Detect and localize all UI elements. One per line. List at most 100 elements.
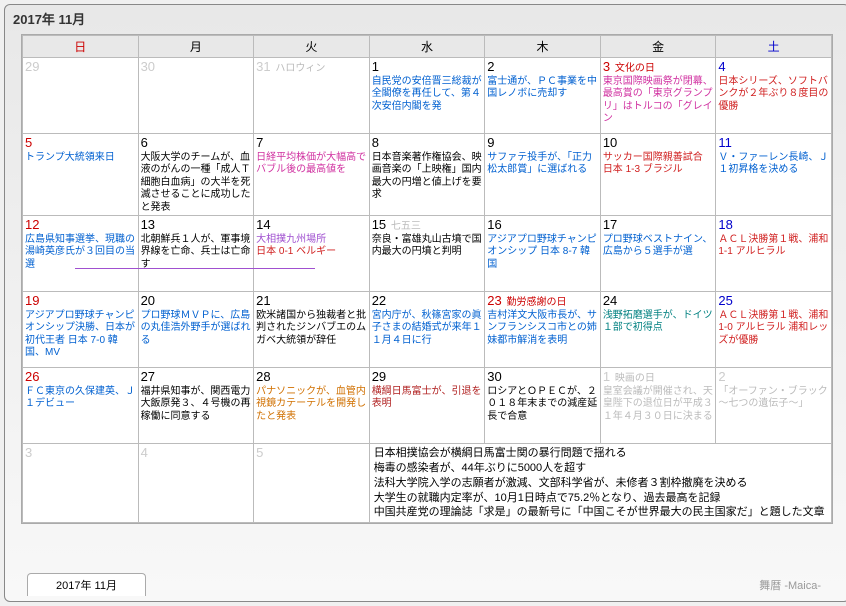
day-cell[interactable]: 2富士通が、ＰＣ事業を中国レノボに売却す: [485, 58, 601, 134]
day-cell[interactable]: 5トランプ大統領来日: [23, 134, 139, 216]
day-cell[interactable]: 23 勤労感謝の日吉村洋文大阪市長が、サンフランシスコ市との姉妹都市解消を表明: [485, 292, 601, 368]
day-cell[interactable]: 21欧米諸国から独裁者と批判されたジンバブエのムガベ大統領が辞任: [254, 292, 370, 368]
event-text: ＦＣ東京の久保建英、Ｊ１デビュー: [25, 386, 136, 411]
day-cell[interactable]: 29: [23, 58, 139, 134]
window-title: 2017年 11月: [5, 5, 846, 32]
day-cell[interactable]: 10サッカー国際親善試合 日本 1-3 ブラジル: [600, 134, 716, 216]
day-cell[interactable]: 25ＡＣＬ決勝第１戦、浦和 1-0 アルヒラル 浦和レッズが優勝: [716, 292, 832, 368]
month-tab[interactable]: 2017年 11月: [27, 573, 146, 596]
event-text: 浅野拓磨選手が、ドイツ１部で初得点: [603, 310, 714, 335]
day-number: 27: [141, 369, 155, 385]
day-number: 3: [25, 445, 32, 461]
event-text: プロ野球ベストナイン、広島から５選手が選: [603, 234, 714, 259]
day-number: 19: [25, 293, 39, 309]
minor-label: ハロウィン: [273, 63, 326, 74]
event-text: 北朝鮮兵１人が、軍事境界線を亡命、兵士は亡命す: [141, 234, 252, 272]
day-number: 28: [256, 369, 270, 385]
day-number: 26: [25, 369, 39, 385]
day-cell[interactable]: 11Ｖ・ファーレン長崎、Ｊ１初昇格を決める: [716, 134, 832, 216]
day-number: 16: [487, 217, 501, 233]
day-cell[interactable]: 14大相撲九州場所日本 0-1 ベルギー: [254, 216, 370, 292]
dow-header: 水: [369, 36, 485, 58]
dow-header: 土: [716, 36, 832, 58]
event-text: 大阪大学のチームが、血液のがんの一種「成人Ｔ細胞白血病」の大半を死滅させることに…: [141, 152, 252, 215]
event-text: Ｖ・ファーレン長崎、Ｊ１初昇格を決める: [718, 152, 829, 177]
day-number: 3: [603, 59, 610, 75]
event-text: パナソニックが、血管内視鏡カテーテルを開発したと発表: [256, 386, 367, 424]
day-cell[interactable]: 8日本音楽著作権協会、映画音楽の「上映権」国内最大の円増と値上げを要求: [369, 134, 485, 216]
day-cell[interactable]: 17プロ野球ベストナイン、広島から５選手が選: [600, 216, 716, 292]
day-number: 30: [487, 369, 501, 385]
event-text: 皇室会議が開催され、天皇陛下の退位日が平成３１年４月３０日に決まる: [603, 386, 714, 424]
day-cell[interactable]: 24浅野拓磨選手が、ドイツ１部で初得点: [600, 292, 716, 368]
day-number: 25: [718, 293, 732, 309]
dow-header: 日: [23, 36, 139, 58]
minor-label: 映画の日: [612, 373, 655, 384]
event-text: アジアプロ野球チャンピオンシップ 日本 8-7 韓国: [487, 234, 598, 272]
day-cell[interactable]: 4日本シリーズ、ソフトバンクが２年ぶり８度目の優勝: [716, 58, 832, 134]
day-cell[interactable]: 13北朝鮮兵１人が、軍事境界線を亡命、兵士は亡命す: [138, 216, 254, 292]
day-cell[interactable]: 5: [254, 444, 370, 523]
day-number: 7: [256, 135, 263, 151]
day-cell[interactable]: 3 文化の日東京国際映画祭が閉幕、最高賞の「東京グランプリ」はトルコの「グレイン: [600, 58, 716, 134]
day-number: 1: [603, 369, 610, 385]
event-text: 奈良・富雄丸山古墳で国内最大の円墳と判明: [372, 234, 483, 259]
day-cell[interactable]: 3: [23, 444, 139, 523]
day-cell[interactable]: 20プロ野球ＭＶＰに、広島の丸佳浩外野手が選ばれる: [138, 292, 254, 368]
day-cell[interactable]: 30ロシアとＯＰＥＣが、２０１８年末までの減産延長で合意: [485, 368, 601, 444]
calendar-table: 日月火水木金土 293031 ハロウィン1自民党の安倍晋三総裁が全閣僚を再任して…: [22, 35, 832, 523]
day-cell[interactable]: 30: [138, 58, 254, 134]
event-text: サファテ投手が、「正力松太郎賞」に選ばれる: [487, 152, 598, 177]
day-cell[interactable]: 4: [138, 444, 254, 523]
day-cell[interactable]: 26ＦＣ東京の久保建英、Ｊ１デビュー: [23, 368, 139, 444]
day-cell[interactable]: 12広島県知事選挙、現職の湯崎英彦氏が３回目の当選: [23, 216, 139, 292]
day-cell[interactable]: 31 ハロウィン: [254, 58, 370, 134]
day-cell[interactable]: 27福井県知事が、関西電力大飯原発３、４号機の再稼働に同意する: [138, 368, 254, 444]
calendar-window: 2017年 11月 日月火水木金土 293031 ハロウィン1自民党の安倍晋三総…: [4, 4, 846, 602]
dow-header: 月: [138, 36, 254, 58]
day-number: 29: [372, 369, 386, 385]
day-cell[interactable]: 22宮内庁が、秋篠宮家の眞子さまの結婚式が来年１１月４日に行: [369, 292, 485, 368]
day-cell[interactable]: 15 七五三奈良・富雄丸山古墳で国内最大の円墳と判明: [369, 216, 485, 292]
day-number: 5: [25, 135, 32, 151]
day-cell[interactable]: 1自民党の安倍晋三総裁が全閣僚を再任して、第４次安倍内閣を発: [369, 58, 485, 134]
annotation-line: [75, 268, 315, 269]
day-cell[interactable]: 9サファテ投手が、「正力松太郎賞」に選ばれる: [485, 134, 601, 216]
holiday-name: 勤労感謝の日: [504, 297, 567, 308]
day-cell[interactable]: 16アジアプロ野球チャンピオンシップ 日本 8-7 韓国: [485, 216, 601, 292]
event-text: 吉村洋文大阪市長が、サンフランシスコ市との姉妹都市解消を表明: [487, 310, 598, 348]
calendar: 日月火水木金土 293031 ハロウィン1自民党の安倍晋三総裁が全閣僚を再任して…: [21, 34, 833, 524]
day-cell[interactable]: 6大阪大学のチームが、血液のがんの一種「成人Ｔ細胞白血病」の大半を死滅させること…: [138, 134, 254, 216]
day-cell[interactable]: 29横綱日馬富士が、引退を表明: [369, 368, 485, 444]
day-number: 29: [25, 59, 39, 75]
day-number: 1: [372, 59, 379, 75]
day-number: 13: [141, 217, 155, 233]
event-text: プロ野球ＭＶＰに、広島の丸佳浩外野手が選ばれる: [141, 310, 252, 348]
event-text: 欧米諸国から独裁者と批判されたジンバブエのムガベ大統領が辞任: [256, 310, 367, 348]
day-cell[interactable]: 2「オーファン・ブラック～七つの遺伝子～」: [716, 368, 832, 444]
day-number: 8: [372, 135, 379, 151]
day-number: 22: [372, 293, 386, 309]
event-text: ＡＣＬ決勝第１戦、浦和 1-0 アルヒラル 浦和レッズが優勝: [718, 310, 829, 348]
event-text: 宮内庁が、秋篠宮家の眞子さまの結婚式が来年１１月４日に行: [372, 310, 483, 348]
day-cell[interactable]: 7日経平均株価が大幅高でバブル後の最高値を: [254, 134, 370, 216]
dow-header: 火: [254, 36, 370, 58]
minor-label: 七五三: [388, 221, 421, 232]
day-number: 2: [487, 59, 494, 75]
event-text: 日経平均株価が大幅高でバブル後の最高値を: [256, 152, 367, 177]
day-cell[interactable]: 1 映画の日皇室会議が開催され、天皇陛下の退位日が平成３１年４月３０日に決まる: [600, 368, 716, 444]
day-number: 6: [141, 135, 148, 151]
day-number: 9: [487, 135, 494, 151]
day-cell[interactable]: 18ＡＣＬ決勝第１戦、浦和 1-1 アルヒラル: [716, 216, 832, 292]
event-text: 「オーファン・ブラック～七つの遺伝子～」: [718, 386, 829, 411]
day-cell[interactable]: 28パナソニックが、血管内視鏡カテーテルを開発したと発表: [254, 368, 370, 444]
day-cell[interactable]: 19アジアプロ野球チャンピオンシップ決勝、日本が初代王者 日本 7-0 韓国、M…: [23, 292, 139, 368]
day-number: 15: [372, 217, 386, 233]
event-text: 広島県知事選挙、現職の湯崎英彦氏が３回目の当選: [25, 234, 136, 272]
day-number: 4: [141, 445, 148, 461]
day-number: 21: [256, 293, 270, 309]
month-footnotes: 日本相撲協会が横綱日馬富士関の暴行問題で揺れる梅毒の感染者が、44年ぶりに500…: [369, 444, 831, 523]
event-text: ＡＣＬ決勝第１戦、浦和 1-1 アルヒラル: [718, 234, 829, 259]
tab-bar: 2017年 11月: [27, 573, 827, 595]
day-number: 10: [603, 135, 617, 151]
